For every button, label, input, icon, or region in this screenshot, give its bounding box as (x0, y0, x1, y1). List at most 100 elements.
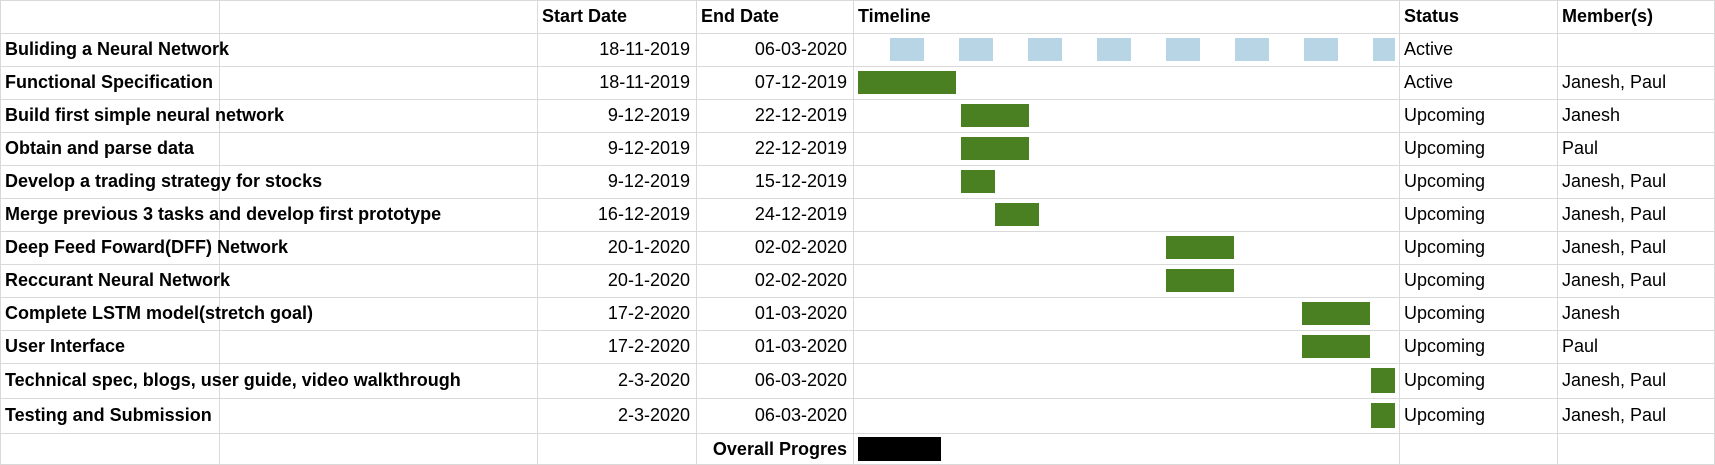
start-date[interactable]: 17-2-2020 (607, 303, 690, 323)
header-end-date[interactable]: End Date (701, 6, 780, 26)
header-timeline[interactable]: Timeline (858, 6, 931, 26)
end-date[interactable]: 15-12-2019 (754, 171, 847, 191)
status[interactable]: Upcoming (1404, 171, 1486, 191)
task-name[interactable]: Merge previous 3 tasks and develop first… (5, 204, 442, 224)
end-date[interactable]: 24-12-2019 (754, 204, 847, 224)
end-date[interactable]: 02-02-2020 (754, 270, 847, 290)
status[interactable]: Upcoming (1404, 105, 1486, 125)
start-date[interactable]: 2-3-2020 (617, 370, 690, 390)
grid-row-line (0, 297, 1715, 298)
header-start-date[interactable]: Start Date (542, 6, 628, 26)
timeline-summary-bar-segment (1166, 38, 1200, 61)
start-date[interactable]: 2-3-2020 (617, 405, 690, 425)
timeline-summary-bar-segment (890, 38, 924, 61)
grid-row-line (0, 231, 1715, 232)
members[interactable]: Janesh, Paul (1562, 370, 1667, 390)
end-date[interactable]: 22-12-2019 (754, 138, 847, 158)
task-name[interactable]: Complete LSTM model(stretch goal) (5, 303, 314, 323)
start-date[interactable]: 9-12-2019 (607, 105, 690, 125)
timeline-task-bar (858, 71, 956, 94)
members[interactable]: Janesh, Paul (1562, 171, 1667, 191)
grid-row-line (0, 398, 1715, 399)
status[interactable]: Upcoming (1404, 270, 1486, 290)
status[interactable]: Upcoming (1404, 204, 1486, 224)
status[interactable]: Upcoming (1404, 303, 1486, 323)
timeline-summary-bar-segment (959, 38, 993, 61)
grid-row-line (0, 330, 1715, 331)
end-date[interactable]: 22-12-2019 (754, 105, 847, 125)
members[interactable]: Janesh, Paul (1562, 270, 1667, 290)
end-date[interactable]: 01-03-2020 (754, 303, 847, 323)
grid-row-line (0, 264, 1715, 265)
timeline-task-bar (995, 203, 1039, 226)
timeline-summary-bar-segment (1304, 38, 1338, 61)
end-date[interactable]: 02-02-2020 (754, 237, 847, 257)
status[interactable]: Upcoming (1404, 336, 1486, 356)
start-date[interactable]: 20-1-2020 (607, 237, 690, 257)
members[interactable]: Paul (1562, 138, 1599, 158)
start-date[interactable]: 20-1-2020 (607, 270, 690, 290)
start-date[interactable]: 18-11-2019 (599, 39, 690, 59)
timeline-task-bar (1166, 236, 1234, 259)
overall-progress-label: Overall Progres (712, 438, 847, 459)
grid-col-line (1557, 0, 1558, 465)
header-status[interactable]: Status (1404, 6, 1460, 26)
task-name[interactable]: User Interface (5, 336, 126, 356)
members[interactable]: Janesh, Paul (1562, 237, 1667, 257)
grid-row-line (0, 33, 1715, 34)
grid-col-line (696, 0, 697, 465)
end-date[interactable]: 06-03-2020 (754, 370, 847, 390)
header-members[interactable]: Member(s) (1562, 6, 1654, 26)
members[interactable]: Paul (1562, 336, 1599, 356)
members[interactable]: Janesh (1562, 303, 1621, 323)
status[interactable]: Active (1404, 72, 1454, 92)
status[interactable]: Upcoming (1404, 370, 1486, 390)
timeline-task-bar (961, 170, 995, 193)
start-date[interactable]: 16-12-2019 (597, 204, 690, 224)
members[interactable]: Janesh, Paul (1562, 204, 1667, 224)
grid-col-line (219, 0, 220, 465)
end-date[interactable]: 06-03-2020 (754, 405, 847, 425)
members[interactable]: Janesh, Paul (1562, 405, 1667, 425)
status[interactable]: Upcoming (1404, 405, 1486, 425)
start-date[interactable]: 17-2-2020 (607, 336, 690, 356)
task-name[interactable]: Obtain and parse data (5, 138, 195, 158)
timeline-summary-bar-segment (1373, 38, 1395, 61)
timeline-task-bar (961, 137, 1029, 160)
members[interactable]: Janesh, Paul (1562, 72, 1667, 92)
grid-col-line (0, 0, 1, 465)
timeline-summary-bar-segment (1235, 38, 1269, 61)
overall-progress-bar (858, 437, 941, 461)
grid-col-line (1399, 0, 1400, 465)
timeline-task-bar (1166, 269, 1234, 292)
status[interactable]: Upcoming (1404, 138, 1486, 158)
grid-row-line (0, 363, 1715, 364)
task-name[interactable]: Deep Feed Foward(DFF) Network (5, 237, 289, 257)
status[interactable]: Active (1404, 39, 1454, 59)
task-name[interactable]: Reccurant Neural Network (5, 270, 231, 290)
members[interactable]: Janesh (1562, 105, 1621, 125)
start-date[interactable]: 18-11-2019 (599, 72, 690, 92)
grid-row-line (0, 433, 1715, 434)
grid-col-line (537, 0, 538, 465)
task-name[interactable]: Technical spec, blogs, user guide, video… (5, 370, 461, 390)
timeline-task-bar (1302, 335, 1370, 358)
timeline-task-bar (961, 104, 1029, 127)
task-name[interactable]: Build first simple neural network (5, 105, 285, 125)
timeline-summary-bar-segment (1097, 38, 1131, 61)
task-name[interactable]: Buliding a Neural Network (5, 39, 230, 59)
members[interactable] (1558, 33, 1715, 66)
task-name[interactable]: Develop a trading strategy for stocks (5, 171, 323, 191)
start-date[interactable]: 9-12-2019 (607, 171, 690, 191)
task-name[interactable]: Testing and Submission (5, 405, 212, 425)
end-date[interactable]: 07-12-2019 (754, 72, 847, 92)
grid-row-line (0, 66, 1715, 67)
status[interactable]: Upcoming (1404, 237, 1486, 257)
task-name[interactable]: Functional Specification (5, 72, 214, 92)
timeline-task-bar (1302, 302, 1370, 325)
grid-col-line (853, 0, 854, 465)
end-date[interactable]: 01-03-2020 (754, 336, 847, 356)
grid-row-line (0, 99, 1715, 100)
start-date[interactable]: 9-12-2019 (607, 138, 690, 158)
end-date[interactable]: 06-03-2020 (754, 39, 847, 59)
